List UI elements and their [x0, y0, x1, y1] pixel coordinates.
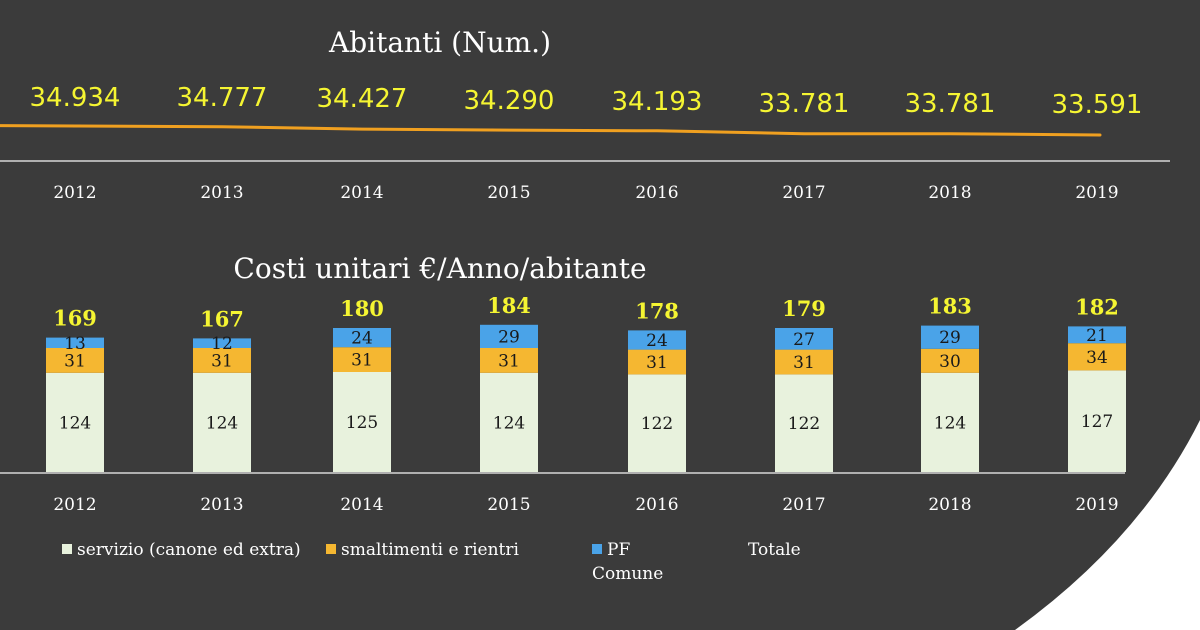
bar-value-smaltimenti: 30 — [939, 352, 961, 372]
bar-value-servizio: 122 — [788, 414, 820, 434]
population-year-label: 2012 — [53, 183, 96, 203]
bar-year-label: 2012 — [53, 495, 96, 515]
bar-segment-smaltimenti — [921, 348, 979, 373]
population-value-label: 34.290 — [464, 86, 555, 116]
population-year-label: 2017 — [782, 183, 825, 203]
bar-value-pf-comune: 24 — [351, 329, 373, 349]
population-year-label: 2016 — [635, 183, 678, 203]
population-year-label: 2013 — [200, 183, 243, 203]
population-chart-title: Abitanti (Num.) — [328, 26, 552, 59]
bar-value-servizio: 124 — [206, 413, 238, 433]
bar-total-label: 167 — [200, 306, 244, 331]
bar-year-label: 2019 — [1075, 495, 1118, 515]
bar-segment-pf-comune — [333, 328, 391, 348]
bar-segment-pf-comune — [628, 330, 686, 350]
bar-total-label: 179 — [782, 296, 826, 321]
bar-segment-smaltimenti — [1068, 343, 1126, 371]
population-value-label: 33.591 — [1052, 90, 1143, 120]
bar-segment-servizio — [193, 372, 251, 472]
legend-label-totale: Totale — [748, 540, 801, 560]
bar-year-label: 2014 — [340, 495, 383, 515]
legend-item-smaltimenti: smaltimenti e rientri — [326, 538, 586, 562]
legend-item-servizio: servizio (canone ed extra) — [62, 538, 302, 562]
legend-item-pf-comune: PF Comune — [592, 538, 702, 586]
bar-year-label: 2017 — [782, 495, 825, 515]
bar-value-servizio: 124 — [493, 413, 525, 433]
legend-swatch-smaltimenti — [326, 543, 336, 554]
bar-total-label: 169 — [53, 306, 97, 331]
bar-segment-servizio — [775, 374, 833, 472]
bar-segment-servizio — [480, 372, 538, 472]
population-value-label: 34.934 — [30, 83, 121, 113]
bar-value-smaltimenti: 31 — [498, 351, 520, 371]
population-year-label: 2014 — [340, 183, 383, 203]
bar-segment-smaltimenti — [628, 349, 686, 375]
population-value-label: 34.193 — [612, 87, 703, 117]
bar-value-servizio: 124 — [934, 413, 966, 433]
population-trend-line — [0, 124, 1102, 137]
bar-year-label: 2013 — [200, 495, 243, 515]
bar-segment-smaltimenti — [480, 348, 538, 373]
bar-value-smaltimenti: 31 — [351, 351, 373, 371]
bar-value-servizio: 124 — [59, 413, 91, 433]
cost-chart-title: Costi unitari €/Anno/abitante — [233, 252, 647, 285]
legend-swatch-servizio — [62, 543, 72, 554]
bar-value-pf-comune: 29 — [498, 327, 520, 347]
bar-value-smaltimenti: 31 — [793, 353, 815, 373]
bar-value-smaltimenti: 31 — [211, 351, 233, 371]
bar-segment-servizio — [921, 372, 979, 472]
bar-segment-pf-comune — [775, 328, 833, 350]
bar-segment-servizio — [628, 374, 686, 472]
population-year-label: 2018 — [928, 183, 971, 203]
bar-segment-pf-comune — [46, 337, 104, 348]
population-value-label: 33.781 — [759, 89, 850, 119]
bar-segment-pf-comune — [480, 324, 538, 348]
bar-total-label: 180 — [340, 296, 384, 321]
population-value-label: 33.781 — [905, 89, 996, 119]
bar-value-pf-comune: 21 — [1086, 326, 1108, 346]
bar-segment-pf-comune — [193, 338, 251, 348]
bar-segment-smaltimenti — [193, 348, 251, 373]
bar-total-label: 182 — [1075, 294, 1119, 319]
bar-value-servizio: 122 — [641, 414, 673, 434]
bar-segment-smaltimenti — [46, 348, 104, 373]
bar-value-pf-comune: 24 — [646, 331, 668, 351]
population-year-label: 2019 — [1075, 183, 1118, 203]
legend-label-pf-comune: PF Comune — [592, 540, 664, 584]
bar-year-label: 2015 — [487, 495, 530, 515]
bar-value-pf-comune: 29 — [939, 328, 961, 348]
bar-total-label: 183 — [928, 294, 972, 319]
legend: servizio (canone ed extra) smaltimenti e… — [62, 538, 862, 608]
bar-value-smaltimenti: 34 — [1086, 348, 1108, 368]
legend-swatch-pf-comune — [592, 543, 602, 554]
population-year-label: 2015 — [487, 183, 530, 203]
bar-value-servizio: 127 — [1081, 412, 1113, 432]
bar-value-pf-comune: 12 — [211, 334, 233, 354]
bar-segment-pf-comune — [921, 325, 979, 349]
bar-segment-servizio — [333, 372, 391, 472]
bar-value-smaltimenti: 31 — [646, 353, 668, 373]
bar-year-label: 2016 — [635, 495, 678, 515]
bar-value-pf-comune: 27 — [793, 330, 815, 350]
bar-total-label: 184 — [487, 293, 531, 318]
bar-value-servizio: 125 — [346, 413, 378, 433]
bar-segment-smaltimenti — [775, 349, 833, 375]
population-value-label: 34.777 — [177, 83, 268, 113]
bar-segment-servizio — [1068, 370, 1126, 472]
population-value-label: 34.427 — [317, 84, 408, 114]
legend-item-totale: Totale — [748, 538, 858, 562]
legend-label-servizio: servizio (canone ed extra) — [77, 540, 301, 560]
legend-label-smaltimenti: smaltimenti e rientri — [341, 540, 519, 560]
bar-year-label: 2018 — [928, 495, 971, 515]
bar-value-pf-comune: 13 — [64, 334, 86, 354]
bar-value-smaltimenti: 31 — [64, 351, 86, 371]
bar-segment-pf-comune — [1068, 326, 1126, 344]
bar-segment-servizio — [46, 372, 104, 472]
bar-segment-smaltimenti — [333, 347, 391, 372]
bar-total-label: 178 — [635, 298, 679, 323]
decorative-white-curve — [1015, 420, 1200, 630]
